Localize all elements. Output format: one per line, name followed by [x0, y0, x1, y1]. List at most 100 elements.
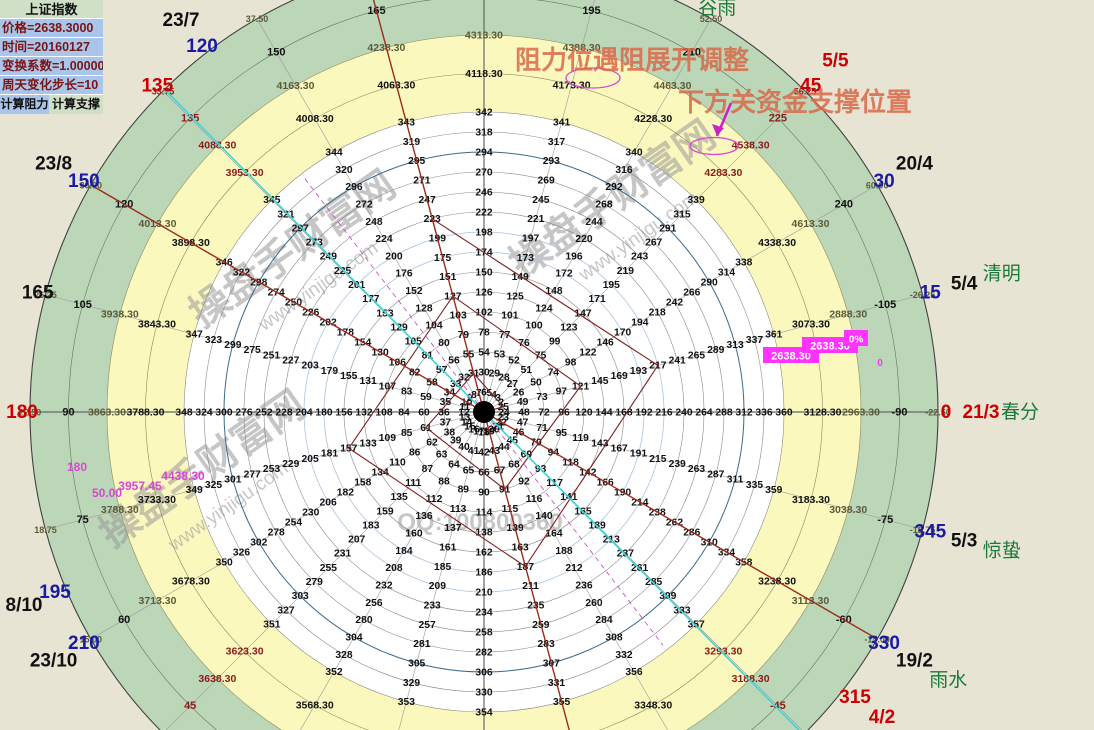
svg-text:65: 65 [463, 465, 475, 476]
svg-text:74: 74 [548, 367, 560, 378]
svg-text:3623.30: 3623.30 [226, 646, 264, 658]
svg-text:125: 125 [507, 291, 524, 302]
svg-text:180: 180 [315, 407, 332, 418]
svg-text:275: 275 [244, 345, 261, 356]
svg-text:4538.30: 4538.30 [732, 140, 770, 152]
svg-text:谷雨: 谷雨 [698, 0, 736, 19]
svg-text:4283.30: 4283.30 [704, 167, 742, 179]
svg-text:23/10: 23/10 [30, 651, 78, 672]
svg-text:198: 198 [475, 227, 492, 238]
svg-text:120: 120 [186, 36, 218, 57]
svg-text:191: 191 [630, 449, 647, 460]
svg-text:146: 146 [597, 337, 614, 348]
svg-text:291: 291 [659, 224, 676, 235]
svg-text:323: 323 [205, 335, 222, 346]
svg-text:3957.45: 3957.45 [118, 479, 162, 493]
svg-text:296: 296 [345, 182, 362, 193]
svg-text:60: 60 [118, 614, 130, 626]
svg-text:156: 156 [335, 407, 352, 418]
svg-text:207: 207 [348, 535, 365, 546]
svg-text:193: 193 [630, 366, 647, 377]
svg-text:306: 306 [475, 667, 492, 678]
svg-text:21/3: 21/3 [963, 402, 1000, 423]
svg-text:73: 73 [536, 392, 548, 403]
svg-text:137: 137 [444, 523, 461, 534]
svg-text:36: 36 [438, 407, 450, 418]
svg-text:5/5: 5/5 [822, 51, 849, 72]
svg-text:173: 173 [517, 253, 534, 264]
svg-text:221: 221 [527, 214, 544, 225]
svg-text:119: 119 [572, 433, 589, 444]
svg-text:3038.30: 3038.30 [829, 504, 867, 516]
svg-text:4/2: 4/2 [869, 707, 895, 728]
svg-text:80: 80 [438, 338, 450, 349]
svg-text:20/4: 20/4 [896, 154, 933, 175]
svg-text:300: 300 [215, 407, 232, 418]
svg-text:64: 64 [448, 459, 460, 470]
svg-text:186: 186 [475, 567, 492, 578]
svg-text:98: 98 [565, 357, 577, 368]
svg-text:54: 54 [478, 347, 490, 358]
svg-text:3713.30: 3713.30 [139, 595, 177, 607]
svg-text:188: 188 [555, 546, 572, 557]
svg-text:165: 165 [22, 282, 54, 303]
svg-text:3073.30: 3073.30 [792, 319, 830, 331]
svg-text:311: 311 [727, 475, 744, 486]
svg-text:361: 361 [765, 330, 782, 341]
svg-text:354: 354 [475, 707, 492, 718]
svg-text:269: 269 [538, 176, 555, 187]
svg-text:101: 101 [501, 311, 518, 322]
svg-text:212: 212 [565, 563, 582, 574]
svg-text:340: 340 [625, 148, 642, 159]
svg-text:180: 180 [6, 402, 38, 423]
svg-text:30: 30 [874, 171, 895, 192]
svg-text:176: 176 [395, 269, 412, 280]
svg-text:162: 162 [475, 547, 492, 558]
svg-text:88: 88 [438, 477, 450, 488]
svg-text:147: 147 [574, 308, 591, 319]
svg-text:241: 241 [669, 356, 686, 367]
svg-text:192: 192 [635, 407, 652, 418]
svg-text:253: 253 [263, 464, 280, 475]
svg-text:4163.30: 4163.30 [277, 80, 315, 92]
svg-text:84: 84 [398, 407, 410, 418]
svg-text:4613.30: 4613.30 [792, 218, 830, 230]
svg-text:197: 197 [522, 233, 539, 244]
svg-text:222: 222 [475, 207, 492, 218]
svg-text:258: 258 [475, 627, 492, 638]
svg-text:203: 203 [302, 361, 319, 372]
svg-text:312: 312 [735, 407, 752, 418]
svg-text:30: 30 [478, 367, 490, 378]
svg-text:138: 138 [475, 527, 492, 538]
svg-text:342: 342 [475, 107, 492, 118]
svg-text:72: 72 [538, 407, 550, 418]
svg-text:164: 164 [545, 529, 562, 540]
svg-text:23/7: 23/7 [163, 10, 200, 31]
svg-text:276: 276 [235, 407, 252, 418]
svg-text:272: 272 [355, 200, 372, 211]
svg-text:301: 301 [224, 475, 241, 486]
svg-text:4438.30: 4438.30 [161, 469, 205, 483]
svg-text:208: 208 [385, 563, 402, 574]
svg-text:293: 293 [543, 156, 560, 167]
svg-text:360: 360 [775, 407, 792, 418]
svg-text:230: 230 [302, 507, 319, 518]
svg-text:56: 56 [448, 355, 460, 366]
svg-text:49: 49 [517, 397, 529, 408]
svg-text:3843.30: 3843.30 [138, 319, 176, 331]
svg-text:47: 47 [517, 418, 529, 429]
svg-text:4088.30: 4088.30 [198, 140, 236, 152]
svg-text:52: 52 [508, 355, 520, 366]
svg-text:287: 287 [707, 469, 724, 480]
svg-text:99: 99 [549, 337, 561, 348]
svg-text:336: 336 [755, 407, 772, 418]
svg-text:112: 112 [426, 494, 443, 505]
svg-text:315: 315 [839, 687, 871, 708]
svg-text:18.75: 18.75 [34, 525, 57, 535]
svg-text:3678.30: 3678.30 [172, 576, 210, 588]
svg-text:惊蛰: 惊蛰 [983, 540, 1021, 562]
svg-text:108: 108 [375, 407, 392, 418]
svg-text:352: 352 [325, 667, 342, 678]
svg-text:337: 337 [746, 335, 763, 346]
svg-text:320: 320 [335, 165, 352, 176]
